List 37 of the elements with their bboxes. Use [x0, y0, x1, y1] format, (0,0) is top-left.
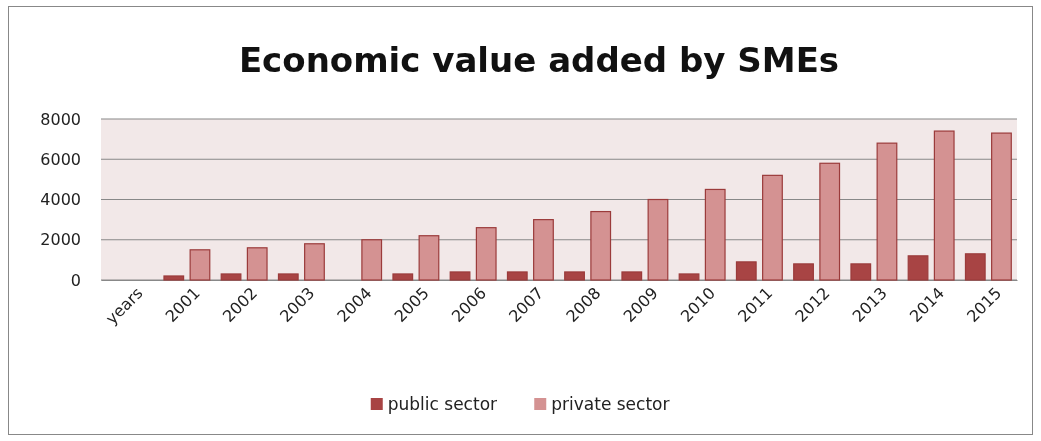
legend-label: public sector [387, 394, 498, 414]
bar [361, 239, 383, 281]
bar [907, 255, 929, 281]
bar [678, 273, 700, 281]
y-tick-label: 8000 [40, 109, 81, 129]
bar [933, 130, 955, 281]
y-tick-label: 2000 [40, 230, 81, 250]
y-tick-label: 4000 [40, 190, 81, 210]
bar [991, 132, 1012, 281]
bar [475, 227, 497, 281]
bar [163, 275, 185, 281]
bar [277, 273, 299, 281]
bar [449, 271, 471, 281]
bar [647, 198, 669, 281]
bar [533, 219, 554, 281]
bar [246, 247, 268, 281]
chart-title: Economic value added by SMEs [238, 40, 840, 80]
bar [220, 273, 242, 281]
legend-label: private sector [551, 394, 670, 414]
bar [392, 273, 414, 281]
bar [762, 174, 783, 281]
bar [793, 263, 814, 281]
bar [189, 249, 211, 281]
bar [735, 261, 757, 281]
bar [304, 243, 325, 281]
bar [876, 142, 898, 281]
bar [964, 253, 986, 281]
bar [564, 271, 585, 281]
bar [819, 162, 841, 281]
bar [418, 235, 440, 281]
bar [621, 271, 643, 281]
bar [850, 263, 872, 281]
bar [506, 271, 528, 281]
y-tick-label: 6000 [40, 149, 81, 169]
y-tick-label: 0 [70, 270, 81, 290]
bar [704, 188, 726, 281]
bar [590, 210, 612, 281]
